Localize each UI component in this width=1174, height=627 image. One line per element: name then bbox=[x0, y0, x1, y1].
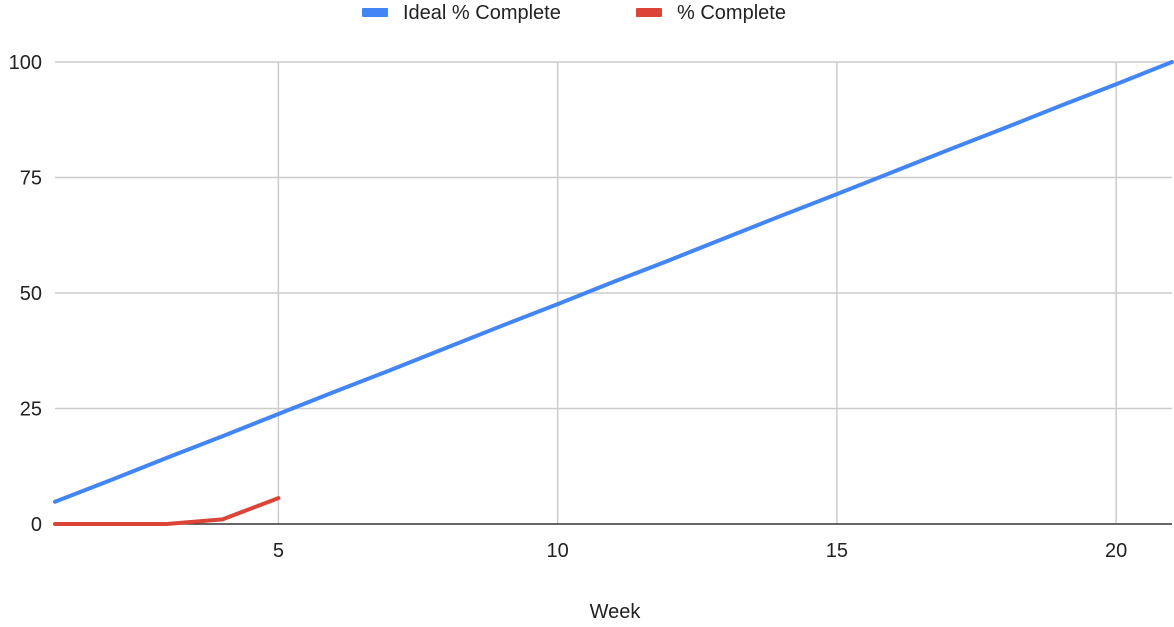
series-lines bbox=[53, 60, 1174, 526]
x-tick-label: 15 bbox=[826, 540, 848, 562]
y-tick-label: 50 bbox=[20, 283, 42, 305]
legend: Ideal % Complete % Complete bbox=[362, 2, 786, 24]
x-tick-label: 10 bbox=[547, 540, 569, 562]
legend-label: Ideal % Complete bbox=[403, 2, 561, 24]
y-tick-label: 75 bbox=[20, 168, 42, 190]
series-line-1 bbox=[53, 496, 281, 526]
x-axis-title: Week bbox=[590, 601, 642, 622]
y-tick-label: 100 bbox=[9, 52, 42, 74]
legend-swatch bbox=[636, 8, 662, 17]
axes: 0 25 50 75 100 5 10 15 20 bbox=[9, 52, 1172, 562]
series-line-0 bbox=[53, 60, 1174, 504]
y-tick-label: 25 bbox=[20, 399, 42, 421]
x-tick-label: 20 bbox=[1105, 540, 1127, 562]
legend-swatch bbox=[362, 8, 388, 17]
legend-label: % Complete bbox=[677, 2, 786, 24]
grid-lines bbox=[55, 61, 1172, 524]
y-tick-label: 0 bbox=[31, 514, 42, 536]
x-tick-label: 5 bbox=[273, 540, 284, 562]
